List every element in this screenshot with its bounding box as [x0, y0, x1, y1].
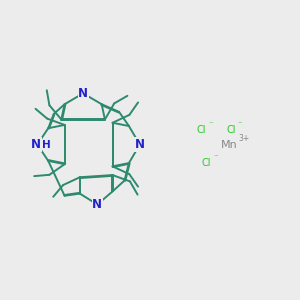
Text: N: N: [135, 138, 145, 151]
Text: H: H: [42, 140, 51, 150]
Text: N: N: [78, 87, 88, 100]
Text: Mn: Mn: [221, 140, 238, 150]
Text: ⁻: ⁻: [208, 120, 213, 129]
Text: Cl: Cl: [202, 158, 211, 168]
Text: ⁻: ⁻: [213, 153, 218, 162]
Text: N: N: [92, 198, 102, 211]
Text: Cl: Cl: [196, 125, 206, 135]
Text: ⁻: ⁻: [238, 120, 242, 129]
Text: Cl: Cl: [226, 125, 236, 135]
Text: 3+: 3+: [239, 134, 250, 142]
Text: N: N: [32, 138, 41, 151]
